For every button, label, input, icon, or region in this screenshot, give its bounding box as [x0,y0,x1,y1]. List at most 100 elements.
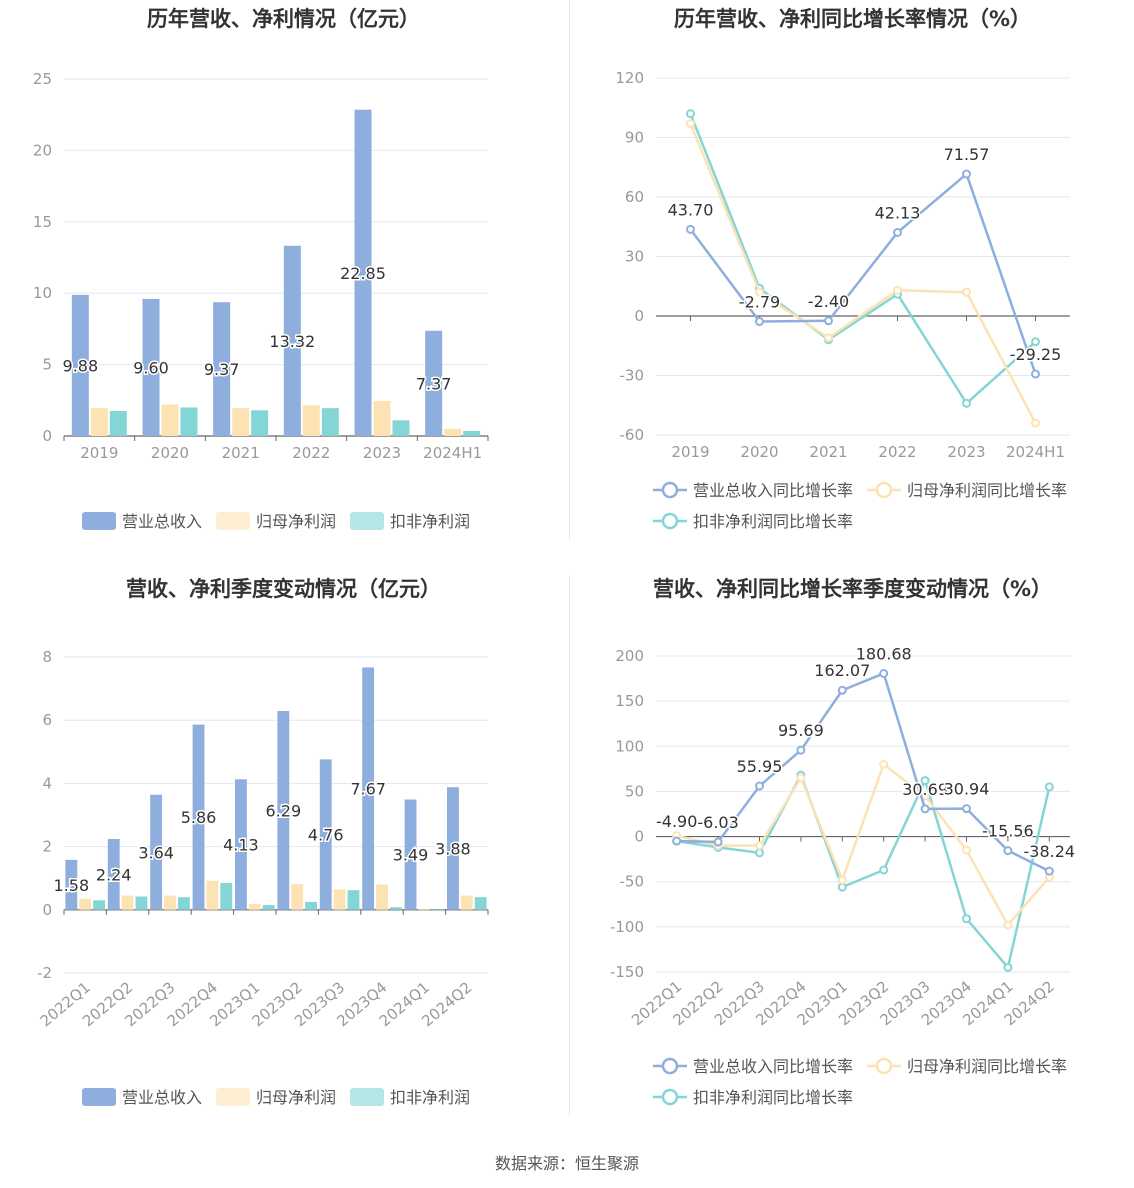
bar-deducted-profit [389,907,402,910]
x-tick-label: 2024H1 [1006,443,1065,461]
y-tick-label: 0 [634,307,644,325]
legend-swatch-net-profit [216,1088,250,1106]
quarterly-amount-chart: 营收、净利季度变动情况（亿元）-2024682022Q12022Q22022Q3… [37,577,489,1107]
y-tick-label: 2 [42,838,52,856]
x-tick-label: 2024H1 [423,444,482,462]
point-value-label: -2.79 [739,293,780,312]
legend-marker-deducted-profit [661,512,679,530]
chart-title: 营收、净利同比增长率季度变动情况（%） [653,577,1052,601]
point-revenue [962,169,971,179]
bar-deducted-profit [180,407,198,436]
legend-swatch-deducted-profit [350,1088,384,1106]
point-revenue [755,317,764,327]
legend-label-net-profit: 归母净利润同比增长率 [907,481,1067,500]
x-tick-label: 2019 [671,443,709,461]
line-deducted-profit [676,773,1051,969]
bar-revenue [107,839,120,910]
bar-net-profit [79,898,92,910]
point-revenue [824,316,833,326]
x-tick-label: 2022 [292,444,330,462]
point-revenue [755,781,764,791]
x-tick-label: 2021 [809,443,847,461]
annual-amount-chart: 历年营收、净利情况（亿元） 0 5 10 15 20 25 2019 2020 2021 2022 2… [33,7,489,531]
legend-label-net-profit: 归母净利润 [256,512,336,531]
point-value-label: -29.25 [1010,345,1062,364]
bar-net-profit [418,908,431,910]
point-value-label: 95.69 [778,721,824,740]
bar-deducted-profit [305,901,318,910]
bar-net-profit [376,884,388,910]
point-revenue [893,227,902,237]
bar-net-profit [161,404,179,436]
line-deducted-profit [689,113,1037,405]
x-tick-label: 2023 [363,444,401,462]
legend-label-net-profit: 归母净利润 [256,1088,336,1107]
x-tick-label: 2022 [878,443,916,461]
bar-net-profit [460,895,473,910]
y-tick-label: 20 [33,141,52,159]
line-revenue [676,672,1050,873]
x-tick-label: 2020 [740,443,778,461]
y-tick-label: 8 [42,648,52,666]
bar-value-label: 4.76 [308,826,344,845]
bar-value-label: 5.86 [181,808,217,827]
legend-label-revenue: 营业总收入同比增长率 [693,481,853,500]
point-deducted-profit [1031,337,1040,347]
bar-revenue [446,787,459,910]
bar-revenue [71,294,89,436]
point-value-label: -2.40 [808,292,849,311]
point-net-profit [893,285,902,295]
legend-marker-net-profit [875,1057,893,1075]
y-tick-label: -150 [610,963,644,981]
point-deducted-profit [686,109,695,119]
point-revenue [672,836,682,846]
point-deducted-profit [962,398,971,408]
point-value-label: -6.03 [697,813,738,832]
point-net-profit [796,773,806,783]
bar-value-label: 6.29 [266,801,302,820]
legend-label-net-profit: 归母净利润同比增长率 [907,1057,1067,1076]
bar-value-label: 7.37 [416,374,452,393]
y-tick-label: 5 [42,356,52,374]
y-tick-label: 0 [634,828,644,846]
x-tick-label: 2023 [947,443,985,461]
bar-revenue [192,724,205,910]
chart-title: 历年营收、净利情况（亿元） [147,7,420,31]
point-value-label: 180.68 [856,644,912,663]
y-tick-label: 120 [615,69,644,87]
bar-deducted-profit [93,900,106,910]
bar-net-profit [302,405,320,436]
bar-revenue [277,711,290,910]
bar-deducted-profit [177,897,190,910]
point-revenue [1044,866,1054,876]
point-net-profit [837,875,847,885]
y-tick-label: 15 [33,213,52,231]
bar-value-label: 9.88 [63,356,99,375]
point-value-label: -4.90 [656,812,697,831]
bar-net-profit [373,401,391,436]
bar-deducted-profit [220,882,233,910]
bar-revenue [234,779,247,910]
point-value-label: 43.70 [668,200,714,219]
point-value-label: 71.57 [944,145,990,164]
point-value-label: 30.69 [902,780,948,799]
bar-net-profit [164,895,176,910]
data-source: 数据来源：恒生聚源 [494,1154,639,1173]
point-net-profit [1003,920,1013,930]
bar-deducted-profit [474,897,487,910]
point-value-label: 162.07 [814,661,870,680]
bar-deducted-profit [109,411,127,436]
legend-label-revenue: 营业总收入同比增长率 [693,1057,853,1076]
bar-value-label: 4.13 [223,836,259,855]
legend-label-deducted-profit: 扣非净利润同比增长率 [693,1088,853,1107]
bar-value-label: 1.58 [54,876,90,895]
point-deducted-profit [1044,782,1054,792]
bar-value-label: 13.32 [269,332,315,351]
point-revenue [796,745,806,755]
y-tick-label: 6 [42,711,52,729]
bar-revenue [213,302,231,436]
point-revenue [837,685,847,695]
x-tick-label: 2020 [151,444,189,462]
bar-deducted-profit [392,420,410,436]
bar-deducted-profit [432,909,445,910]
